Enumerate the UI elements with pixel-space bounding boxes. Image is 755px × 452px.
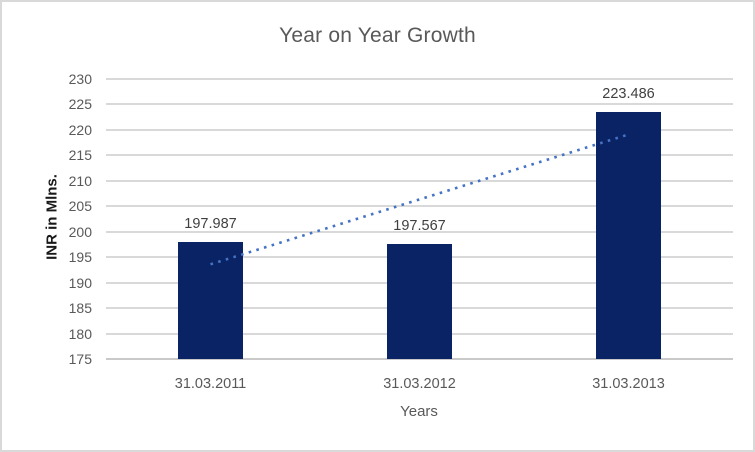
gridline	[106, 78, 733, 80]
data-label: 223.486	[602, 86, 655, 103]
y-tick-label: 230	[68, 71, 92, 87]
chart-title: Year on Year Growth	[279, 24, 476, 47]
gridline	[106, 103, 733, 106]
bar-31.03.2011	[178, 241, 243, 359]
x-axis-line	[106, 358, 733, 360]
y-tick-label: 190	[68, 274, 92, 291]
x-tick-label: 31.03.2011	[174, 376, 247, 392]
y-tick-label: 180	[68, 325, 92, 342]
y-tick-label: 210	[68, 172, 92, 189]
y-tick-label: 225	[68, 96, 92, 113]
bar-31.03.2013	[596, 112, 661, 359]
y-tick-label: 185	[68, 300, 92, 317]
data-label: 197.567	[393, 218, 446, 235]
bar-31.03.2012	[387, 244, 452, 359]
x-tick-label: 31.03.2013	[592, 376, 665, 392]
y-tick-label: 220	[68, 121, 92, 138]
y-tick-label: 200	[68, 223, 92, 240]
data-label: 197.987	[184, 215, 237, 232]
x-axis-title: Years	[400, 403, 438, 420]
y-tick-label: 205	[68, 198, 92, 215]
x-tick-label: 31.03.2012	[383, 376, 456, 392]
y-tick-label: 215	[68, 147, 92, 164]
gridline	[106, 128, 733, 131]
y-tick-label: 175	[68, 351, 92, 367]
y-tick-label: 195	[68, 249, 92, 266]
